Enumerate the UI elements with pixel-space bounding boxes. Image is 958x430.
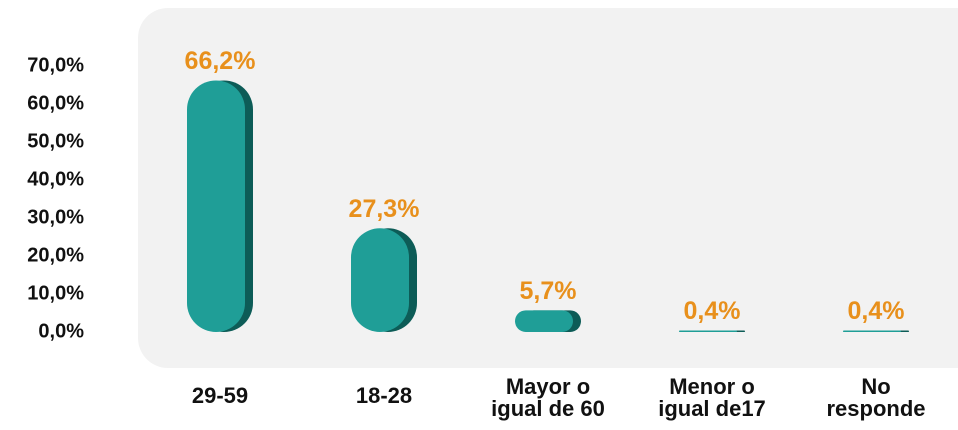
value-label: 0,4% [848, 297, 905, 325]
x-tick-label: Mayor o igual de 60 [491, 374, 605, 421]
bar [679, 330, 737, 332]
plot-background [138, 8, 958, 368]
y-tick-label: 20,0% [27, 244, 84, 266]
value-label: 66,2% [185, 47, 256, 75]
y-tick-label: 30,0% [27, 206, 84, 228]
bar [843, 330, 901, 332]
y-tick-label: 60,0% [27, 92, 84, 114]
y-tick-label: 70,0% [27, 54, 84, 76]
y-tick-label: 40,0% [27, 168, 84, 190]
y-tick-label: 50,0% [27, 130, 84, 152]
y-tick-label: 0,0% [38, 320, 84, 342]
x-tick-label: No responde [826, 374, 926, 421]
x-tick-label: 18-28 [355, 383, 413, 408]
bar [515, 310, 573, 332]
x-tick-label: Menor o igual de17 [658, 374, 766, 421]
bar [187, 80, 245, 332]
bar [351, 228, 409, 332]
value-label: 0,4% [684, 297, 741, 325]
value-label: 27,3% [349, 195, 420, 223]
x-tick-label: 29-59 [191, 383, 249, 408]
value-label: 5,7% [520, 277, 577, 305]
y-tick-label: 10,0% [27, 282, 84, 304]
